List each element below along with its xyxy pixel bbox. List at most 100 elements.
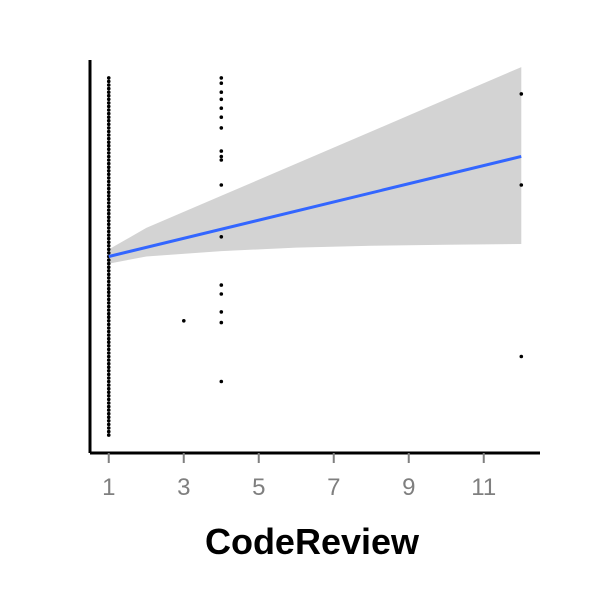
data-point — [219, 76, 224, 80]
data-point — [106, 240, 111, 244]
x-tick-label: 5 — [252, 474, 265, 501]
data-point — [106, 201, 111, 205]
data-point — [106, 422, 111, 427]
data-point — [106, 301, 111, 305]
data-point — [106, 104, 111, 109]
data-points — [182, 76, 524, 384]
data-point — [106, 158, 111, 162]
data-point — [106, 351, 111, 355]
data-point — [106, 311, 111, 316]
data-point — [106, 204, 111, 209]
data-point — [106, 419, 111, 423]
data-point — [219, 310, 224, 314]
data-point — [106, 251, 111, 255]
data-point — [106, 190, 111, 194]
data-point — [106, 233, 111, 237]
data-point — [106, 372, 111, 377]
data-point — [106, 383, 111, 387]
data-point — [106, 183, 111, 187]
data-point — [106, 290, 111, 295]
data-point — [219, 106, 224, 110]
data-point — [106, 147, 111, 152]
data-point — [219, 320, 224, 325]
data-point — [106, 408, 111, 412]
data-point — [219, 97, 224, 102]
data-point — [106, 365, 111, 370]
data-point — [106, 272, 111, 277]
data-point — [106, 411, 111, 416]
data-point — [106, 279, 111, 284]
data-point — [106, 151, 111, 155]
data-point — [106, 347, 111, 352]
dense-point-column — [106, 76, 111, 437]
regression-line — [108, 155, 522, 258]
data-point — [106, 126, 111, 130]
data-point — [106, 154, 111, 159]
data-point — [106, 122, 111, 127]
data-point — [106, 101, 111, 105]
data-point — [219, 292, 224, 296]
data-point — [219, 235, 224, 239]
data-point — [106, 118, 111, 123]
data-point — [106, 140, 111, 144]
data-point — [106, 308, 111, 312]
data-point — [106, 197, 111, 202]
data-point — [106, 236, 111, 241]
data-point — [106, 215, 111, 219]
data-point — [106, 404, 111, 409]
data-point — [106, 322, 111, 327]
data-point — [219, 126, 224, 130]
data-point — [182, 319, 186, 323]
data-point — [106, 229, 111, 234]
plot-area — [106, 67, 524, 437]
x-axis-ticks: 1 3 5 7 9 11 — [102, 453, 496, 501]
data-point — [219, 379, 224, 384]
x-axis-title: CodeReview — [205, 521, 420, 562]
data-point — [106, 394, 111, 398]
x-tick-label: 7 — [327, 474, 340, 501]
data-point — [519, 354, 524, 359]
data-point — [219, 81, 224, 85]
data-point — [106, 369, 111, 373]
data-point — [106, 108, 111, 112]
data-point — [106, 208, 111, 212]
data-point — [106, 297, 111, 302]
data-point — [106, 165, 111, 169]
data-point — [106, 97, 111, 102]
data-point — [219, 158, 224, 162]
data-point — [106, 329, 111, 334]
data-point — [106, 358, 111, 362]
data-point — [106, 176, 111, 180]
data-point — [219, 183, 224, 187]
data-point — [106, 379, 111, 384]
data-point — [106, 315, 111, 320]
data-point — [106, 219, 111, 223]
data-point — [219, 283, 224, 287]
data-point — [106, 143, 111, 148]
x-tick-label: 3 — [177, 474, 190, 501]
data-point — [106, 286, 111, 291]
data-point — [519, 183, 524, 187]
data-point — [106, 161, 111, 166]
data-point — [106, 79, 111, 84]
data-point — [106, 211, 111, 216]
data-point — [106, 194, 111, 198]
data-point — [106, 258, 111, 262]
data-point — [106, 179, 111, 184]
data-point — [106, 115, 111, 119]
x-tick-label: 11 — [471, 474, 496, 501]
data-point — [106, 354, 111, 359]
data-point — [106, 336, 111, 341]
data-point — [106, 294, 111, 298]
data-point — [106, 169, 111, 173]
data-point — [106, 361, 111, 366]
data-point — [106, 244, 111, 248]
data-point — [106, 136, 111, 141]
data-point — [106, 401, 111, 405]
data-point — [106, 222, 111, 227]
data-point — [106, 333, 111, 337]
data-point — [106, 340, 111, 345]
data-point — [106, 90, 111, 94]
data-point — [219, 90, 224, 94]
